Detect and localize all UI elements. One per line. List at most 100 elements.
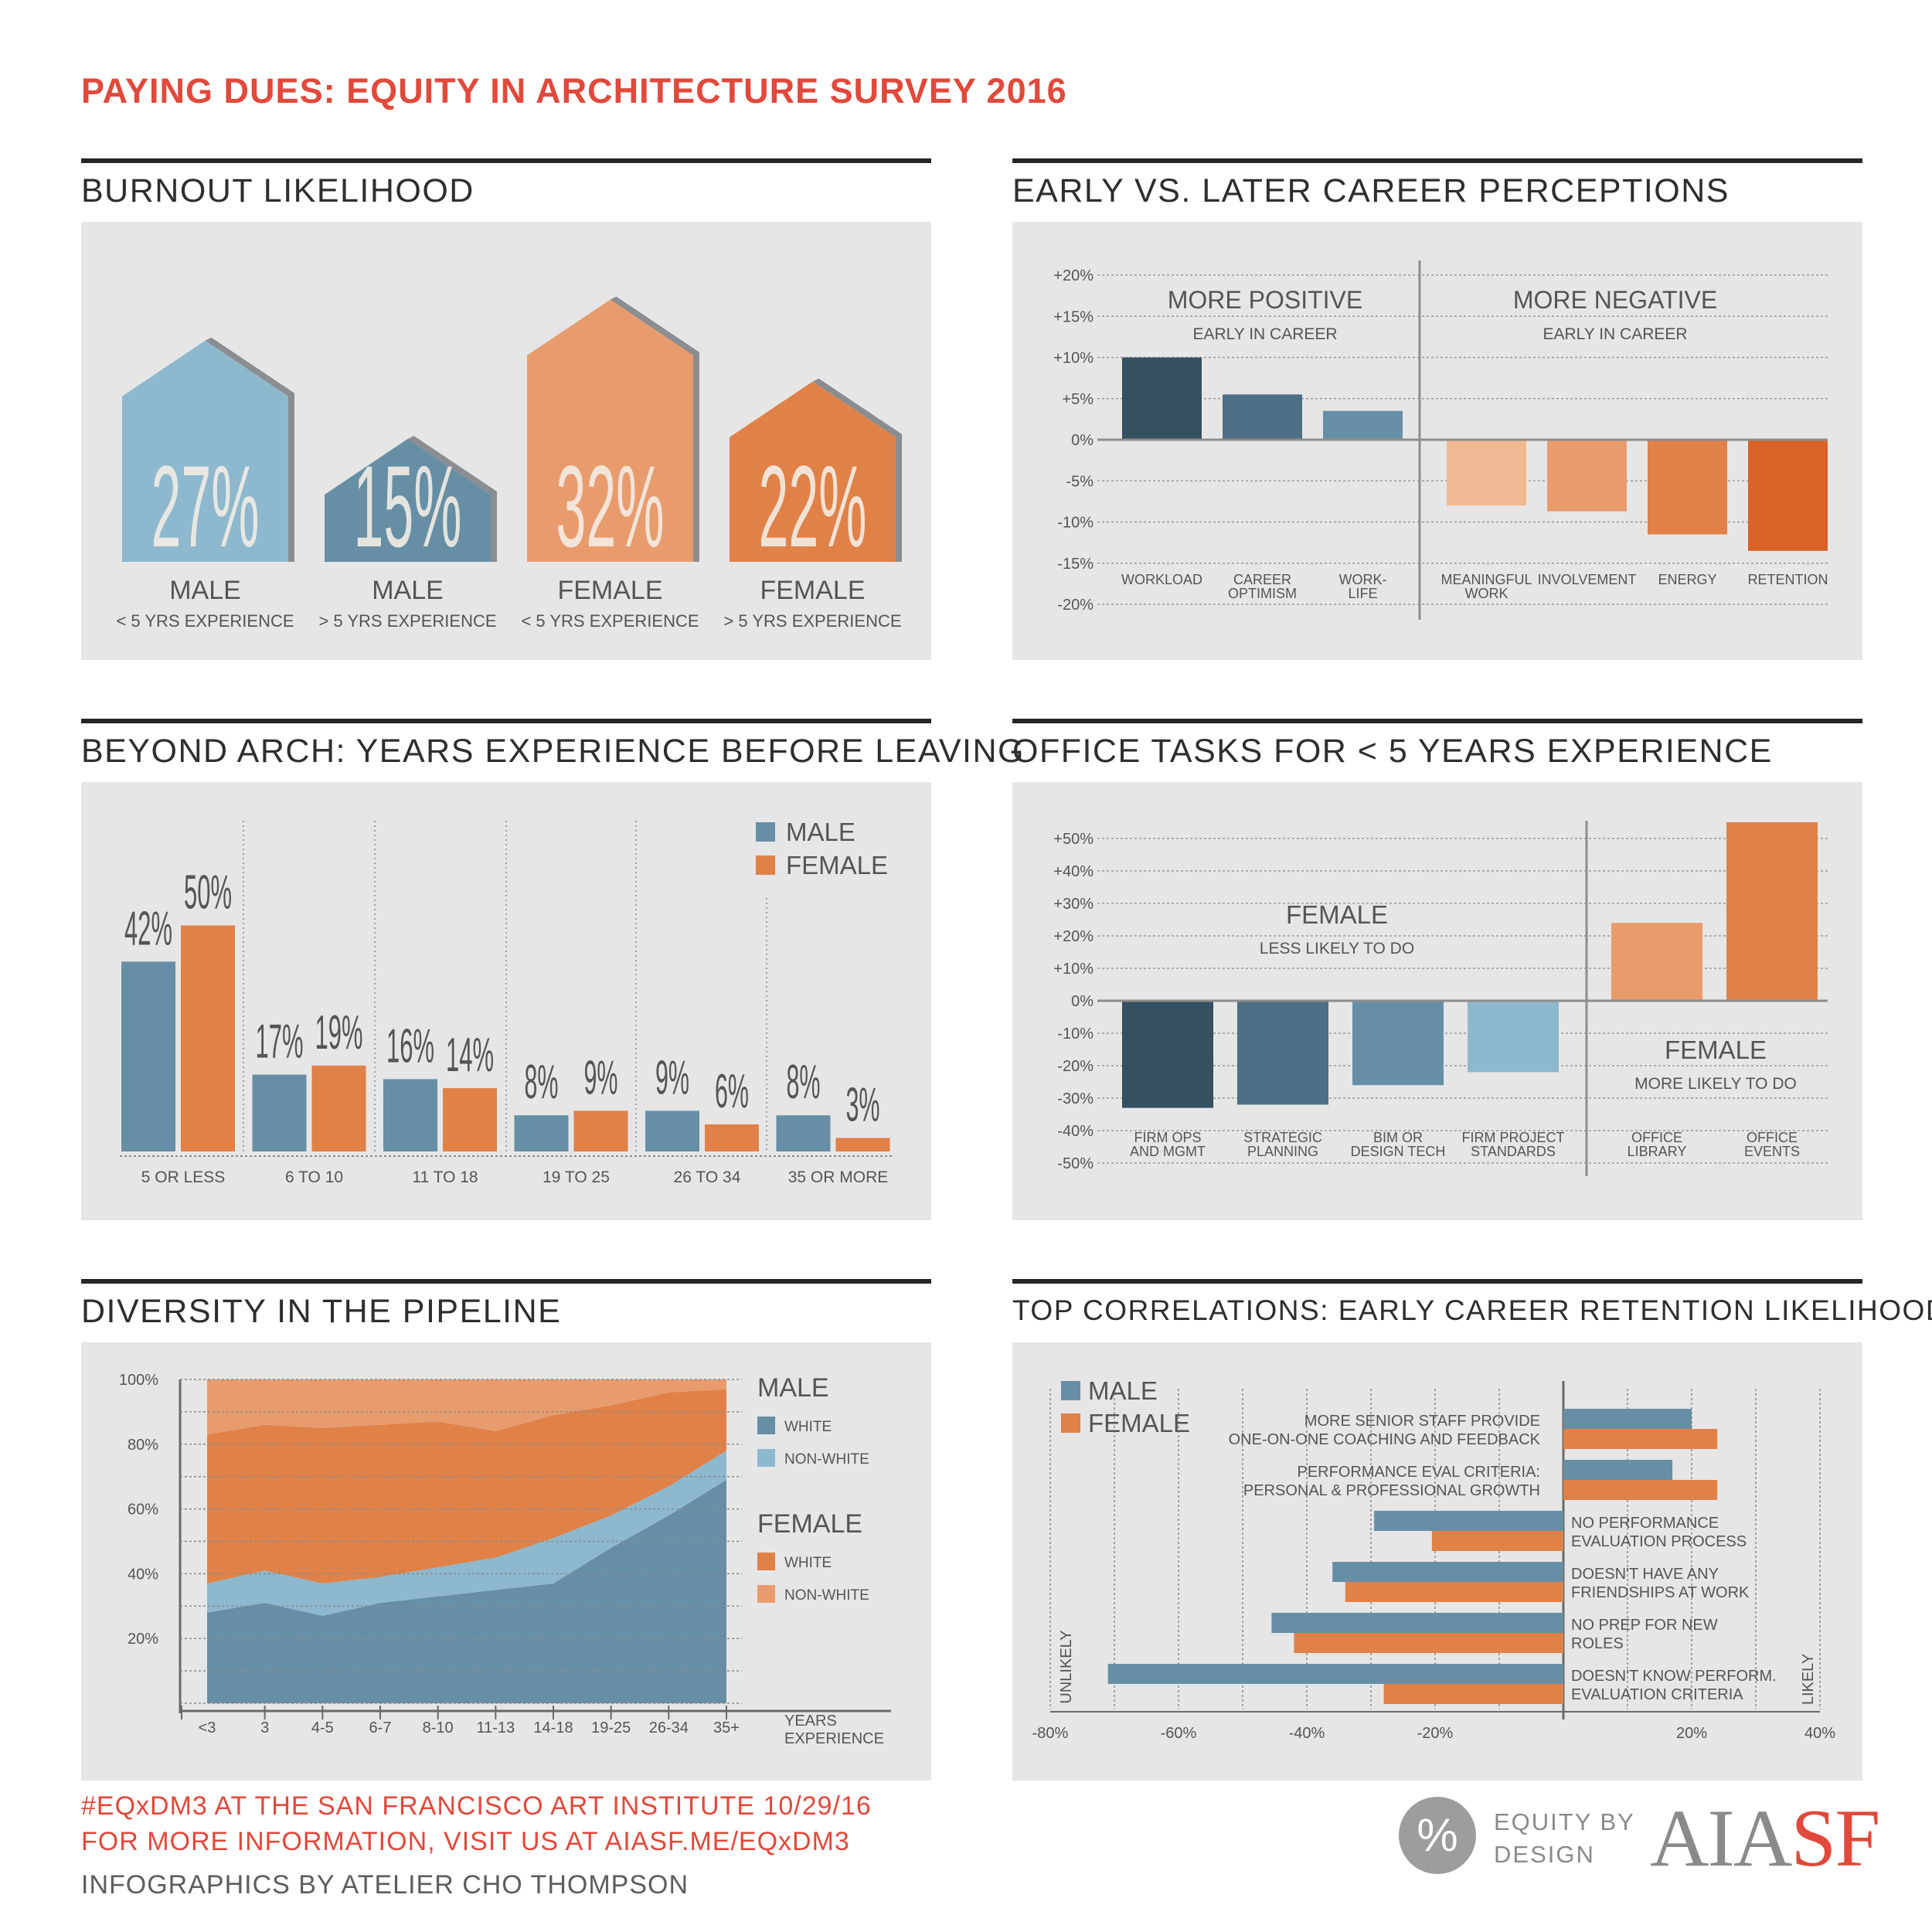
x-category-label: FIRM PROJECT [1462,1130,1565,1145]
house-shadow [812,378,902,562]
legend-swatch [1061,1381,1080,1400]
beyond-bar [383,1079,437,1151]
correlation-bar [1294,1633,1563,1653]
x-category-label: 35 OR MORE [788,1168,889,1186]
likely-label: LIKELY [1800,1654,1817,1705]
x-category-label: OFFICE [1631,1130,1682,1145]
y-tick-label: 0% [1071,993,1094,1010]
correlations-title: TOP CORRELATIONS: EARLY CAREER RETENTION… [1012,1294,1932,1326]
equity-logo-line2: DESIGN [1494,1841,1595,1868]
tasks-bar [1352,1001,1444,1086]
x-category-label: 11 TO 18 [412,1168,478,1186]
diversity-area [207,1479,726,1703]
correlations-chart: -80% -60% -40% -20% 20% 40% UNLIKELY LIKELY MORE… [1032,1376,1836,1742]
burnout-value-label: 32% [556,441,665,571]
x-tick-label: 3 [260,1719,269,1736]
y-tick-label: 80% [128,1437,158,1454]
legend-label: WHITE [784,1419,832,1435]
x-tick-label: -80% [1032,1725,1069,1742]
correlation-bar [1563,1409,1692,1429]
unlikely-label: UNLIKELY [1058,1630,1075,1703]
burnout-experience-label: < 5 YRS EXPERIENCE [521,611,699,631]
correlation-label: ROLES [1571,1635,1624,1652]
correlation-label: EVALUATION PROCESS [1571,1533,1747,1550]
correlation-bar [1107,1664,1563,1684]
equity-by-design-logo-icon: % [1399,1797,1476,1874]
section-rule [1012,158,1862,163]
beyond-bar [573,1111,628,1151]
y-tick-label: -10% [1057,515,1094,532]
x-tick-label: 35+ [713,1719,740,1736]
tasks-bar [1237,1001,1328,1105]
burnout-gender-label: FEMALE [760,576,865,605]
x-category-label: 19 TO 25 [543,1168,610,1186]
tasks-panel: +50% +40% +30% +20% +10% 0% -10% -20% -30% -40% -5… [1012,782,1862,1220]
x-category-label: CAREER [1233,572,1291,587]
career-bar [1447,440,1526,506]
section-rule [1012,719,1862,723]
tasks-chart: +50% +40% +30% +20% +10% 0% -10% -20% -30% -40% -5… [1053,821,1828,1176]
x-tick-label: 40% [1804,1725,1835,1742]
y-tick-label: -5% [1066,473,1094,490]
x-category-label: LIFE [1348,586,1377,601]
tasks-title: OFFICE TASKS FOR < 5 YEARS EXPERIENCE [1012,733,1773,770]
legend-swatch [1061,1413,1080,1433]
x-category-label: 6 TO 10 [285,1168,343,1186]
y-tick-label: +30% [1053,896,1094,913]
beyond-bar [835,1138,890,1151]
footer-link[interactable]: FOR MORE INFORMATION, VISIT US AT AIASF.… [81,1827,850,1856]
correlation-bar [1383,1684,1563,1704]
y-tick-label: 100% [119,1372,158,1389]
legend-swatch [756,855,775,875]
beyond-value-label: 9% [584,1051,618,1104]
x-category-label: PLANNING [1247,1144,1318,1159]
x-tick-label: 26-34 [649,1719,689,1736]
diversity-panel: 100% 80% 60% 40% 20% <3 3 4-5 6-7 8-10 11-13 14-18 1… [81,1342,931,1781]
y-tick-label: 40% [128,1566,158,1583]
legend-group-title: MALE [757,1373,829,1403]
y-tick-label: +5% [1062,391,1094,408]
y-tick-label: 60% [128,1502,158,1519]
beyond-chart: 42%50% 5 OR LESS 17% 19% 6 TO 10 16% 14% 11 TO … [120,818,893,1186]
career-title: EARLY VS. LATER CAREER PERCEPTIONS [1012,172,1730,209]
diversity-title: DIVERSITY IN THE PIPELINE [81,1293,562,1330]
correlations-panel: -80% -60% -40% -20% 20% 40% UNLIKELY LIKELY MORE… [1012,1342,1862,1781]
y-tick-label: +20% [1053,928,1094,945]
x-tick-label: -20% [1417,1725,1454,1742]
burnout-title: BURNOUT LIKELIHOOD [81,172,474,209]
x-category-label: WORK [1465,586,1509,601]
burnout-bar [122,340,288,562]
beyond-value-label: 8% [525,1056,559,1109]
x-tick-label: 19-25 [591,1719,631,1736]
correlation-bar [1374,1511,1563,1531]
diversity-chart: 100% 80% 60% 40% 20% <3 3 4-5 6-7 8-10 11-13 14-18 1… [119,1372,891,1747]
y-tick-label: +15% [1053,308,1094,325]
page-title: PAYING DUES: EQUITY IN ARCHITECTURE SURV… [81,71,1067,111]
x-category-label: LIBRARY [1628,1144,1687,1159]
x-category-label: BIM OR [1373,1130,1423,1145]
y-tick-label: -30% [1057,1090,1094,1107]
beyond-value-label: 19% [315,1006,363,1060]
diversity-area [207,1379,726,1435]
aiasf-logo: AIASF [1650,1791,1880,1886]
correlation-label: NO PERFORMANCE [1571,1515,1719,1532]
tasks-bar [1122,1001,1213,1108]
correlation-label: DOESN'T HAVE ANY [1571,1566,1719,1583]
annotation-sub: EARLY IN CAREER [1192,325,1337,343]
burnout-chart: 27% MALE < 5 YRS EXPERIENCE 15% MALE > 5 YRS … [116,296,902,631]
x-tick-label: 6-7 [369,1719,392,1736]
beyond-bar [705,1124,759,1151]
annotation-sub: MORE LIKELY TO DO [1634,1075,1797,1093]
y-tick-label: 0% [1071,432,1094,449]
x-tick-label: -60% [1161,1725,1197,1742]
correlation-bar [1345,1582,1563,1602]
x-category-label: WORKLOAD [1121,572,1202,587]
x-category-label: FIRM OPS [1134,1130,1201,1145]
legend-label: NON-WHITE [784,1451,869,1468]
beyond-value-label: 17% [256,1015,304,1069]
correlation-bar [1332,1562,1563,1582]
burnout-value-label: 27% [151,441,260,571]
annotation-sub: LESS LIKELY TO DO [1260,940,1414,957]
burnout-gender-label: MALE [169,576,241,605]
diversity-area [207,1389,726,1583]
